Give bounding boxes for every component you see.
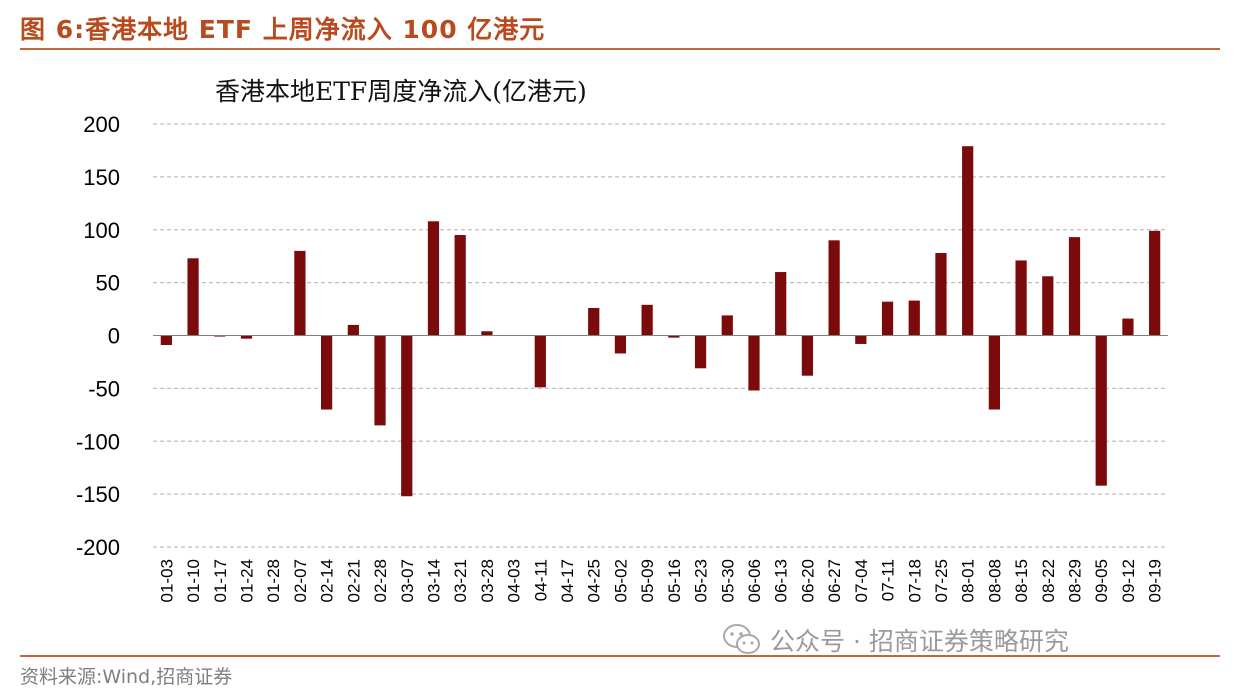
bar-05-09 <box>641 304 653 336</box>
bar-06-06 <box>748 335 760 391</box>
x-axis-ticks: 01-03 01-10 01-17 01-24 01-28 02-07 02-14 02-21… <box>157 559 1164 602</box>
x-tick-label: 06-06 <box>745 559 764 602</box>
figure-header: 图 6:香港本地 ETF 上周净流入 100 亿港元 <box>20 6 1220 48</box>
x-tick-label: 05-23 <box>692 559 711 602</box>
bar-05-30 <box>721 315 733 336</box>
y-tick-label: 50 <box>96 271 120 296</box>
x-tick-label: 05-09 <box>638 559 657 602</box>
footer-rule <box>20 655 1220 657</box>
bar-06-20 <box>801 335 814 376</box>
y-tick-label: -150 <box>76 482 120 507</box>
x-tick-label: 08-08 <box>985 559 1004 602</box>
x-tick-label: 03-28 <box>478 559 497 602</box>
x-tick-label: 01-24 <box>237 559 256 602</box>
x-tick-label: 06-27 <box>825 559 844 602</box>
x-tick-label: 06-13 <box>772 559 791 602</box>
x-tick-label: 04-25 <box>585 559 604 602</box>
x-tick-label: 08-22 <box>1039 559 1058 602</box>
chart-title: 香港本地ETF周度净流入(亿港元) <box>215 77 587 106</box>
watermark-text: 公众号 · 招商证券策略研究 <box>770 627 1069 656</box>
bar-09-19 <box>1149 230 1161 336</box>
bar-07-25 <box>935 253 947 336</box>
x-tick-label: 08-15 <box>1012 559 1031 602</box>
x-tick-label: 04-17 <box>558 559 577 602</box>
y-tick-label: -50 <box>88 376 120 401</box>
bar-02-14 <box>321 335 333 410</box>
x-tick-label: 09-05 <box>1092 559 1111 602</box>
y-tick-label: 0 <box>108 324 120 349</box>
x-tick-label: 09-12 <box>1119 559 1138 602</box>
bar-09-05 <box>1095 335 1107 486</box>
bar-01-17 <box>214 335 226 337</box>
x-tick-label: 05-30 <box>718 559 737 602</box>
bar-03-14 <box>427 221 440 336</box>
bar-04-11 <box>534 335 546 388</box>
bar-03-07 <box>401 335 413 497</box>
watermark: 公众号 · 招商证券策略研究 <box>722 620 1069 660</box>
x-tick-label: 03-07 <box>398 559 417 602</box>
x-tick-label: 07-18 <box>905 559 924 602</box>
x-tick-label: 03-21 <box>451 559 470 602</box>
x-tick-label: 03-14 <box>424 559 443 602</box>
bar-07-18 <box>908 300 920 336</box>
x-tick-label: 02-14 <box>318 559 337 602</box>
y-tick-label: 200 <box>83 112 120 137</box>
bar-05-16 <box>668 335 680 338</box>
bar-08-22 <box>1042 276 1054 336</box>
bar-09-12 <box>1122 318 1134 336</box>
header-rule <box>20 48 1220 50</box>
bar-02-07 <box>294 250 306 336</box>
x-tick-label: 01-03 <box>157 559 176 602</box>
x-tick-label: 04-03 <box>505 559 524 602</box>
x-tick-label: 06-20 <box>798 559 817 602</box>
bar-05-02 <box>614 335 627 354</box>
y-tick-label: 100 <box>83 218 120 243</box>
bar-08-01 <box>962 146 974 336</box>
y-tick-label: -200 <box>76 535 120 560</box>
x-tick-label: 07-04 <box>852 559 871 602</box>
bar-05-23 <box>694 335 707 369</box>
x-tick-label: 01-10 <box>184 559 203 602</box>
x-tick-label: 02-07 <box>291 559 310 602</box>
bar-02-28 <box>374 335 386 426</box>
y-tick-label: -100 <box>76 429 120 454</box>
bar-03-28 <box>481 331 493 336</box>
bar-04-25 <box>588 308 600 336</box>
bar-08-15 <box>1015 260 1027 336</box>
bar-01-03 <box>160 335 172 346</box>
bar-01-10 <box>187 258 199 336</box>
bar-03-21 <box>454 235 466 336</box>
x-tick-label: 07-11 <box>879 559 898 601</box>
x-tick-label: 04-11 <box>531 559 550 601</box>
bar-06-13 <box>775 272 787 336</box>
y-axis-ticks: 200 150 100 50 0 -50 -100 -150 -200 <box>76 112 120 560</box>
x-tick-label: 05-02 <box>611 559 630 602</box>
x-tick-label: 02-21 <box>344 559 363 602</box>
x-tick-label: 01-17 <box>211 559 230 602</box>
x-tick-label: 02-28 <box>371 559 390 602</box>
x-tick-label: 05-16 <box>665 559 684 602</box>
x-tick-label: 09-19 <box>1146 559 1165 602</box>
figure-title: 图 6:香港本地 ETF 上周净流入 100 亿港元 <box>20 15 546 44</box>
y-tick-label: 150 <box>83 165 120 190</box>
bar-02-21 <box>347 324 359 336</box>
x-tick-label: 08-01 <box>959 559 978 602</box>
bar-08-29 <box>1068 237 1081 336</box>
bars <box>160 146 1161 497</box>
bar-07-11 <box>881 301 894 336</box>
x-tick-label: 07-25 <box>932 559 951 602</box>
source-note: 资料来源:Wind,招商证券 <box>20 666 233 688</box>
bar-07-04 <box>855 335 867 344</box>
bar-01-24 <box>240 335 253 339</box>
x-tick-label: 08-29 <box>1066 559 1085 602</box>
bar-06-27 <box>828 240 840 336</box>
bar-08-08 <box>988 335 1000 410</box>
wechat-icon <box>723 624 760 654</box>
x-tick-label: 01-28 <box>264 559 283 602</box>
